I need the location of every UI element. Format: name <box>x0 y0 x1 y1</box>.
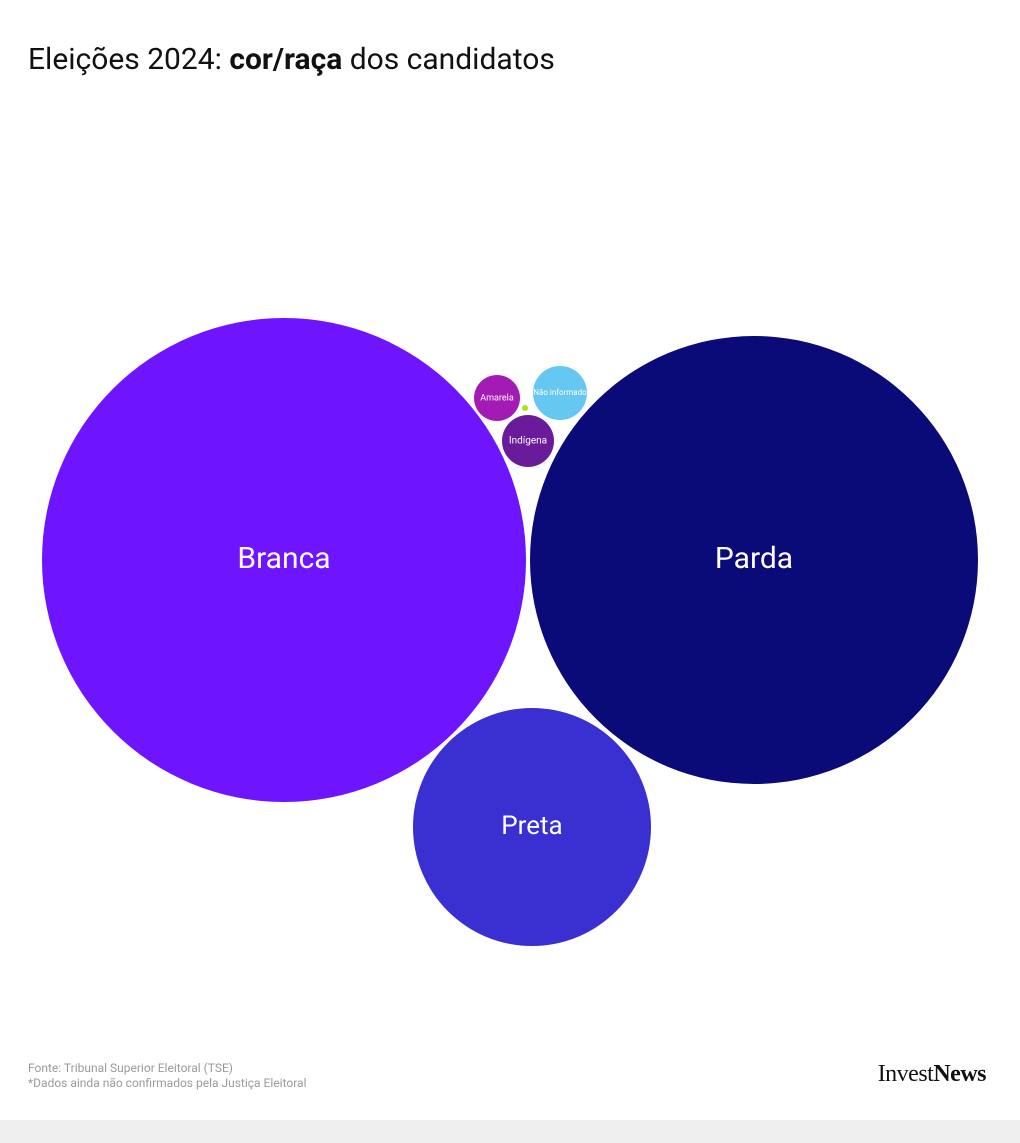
bubble-label: Branca <box>237 541 330 576</box>
brand-part2: News <box>933 1061 986 1087</box>
page: Eleições 2024: cor/raça dos candidatos B… <box>0 0 1020 1143</box>
bubble-chart: Branca Parda Preta Indígena Amarela Não infor… <box>0 0 1020 1120</box>
footer-disclaimer: *Dados ainda não confirmados pela Justiç… <box>28 1076 307 1092</box>
bottom-band <box>0 1120 1020 1143</box>
footer-source: Fonte: Tribunal Superior Eleitoral (TSE) <box>28 1061 307 1077</box>
bubble-label: Indígena <box>509 436 547 447</box>
brand-logo: InvestNews <box>878 1061 986 1088</box>
brand-part1: Invest <box>878 1061 934 1087</box>
bubble-label: Preta <box>501 811 562 841</box>
bubble-label: Parda <box>715 541 793 576</box>
chart-area: Eleições 2024: cor/raça dos candidatos B… <box>0 0 1020 1120</box>
bubble-label: Não informado <box>533 388 587 397</box>
bubble <box>522 405 528 411</box>
footer-notes: Fonte: Tribunal Superior Eleitoral (TSE)… <box>28 1061 307 1092</box>
bubble-label: Amarela <box>480 393 514 403</box>
